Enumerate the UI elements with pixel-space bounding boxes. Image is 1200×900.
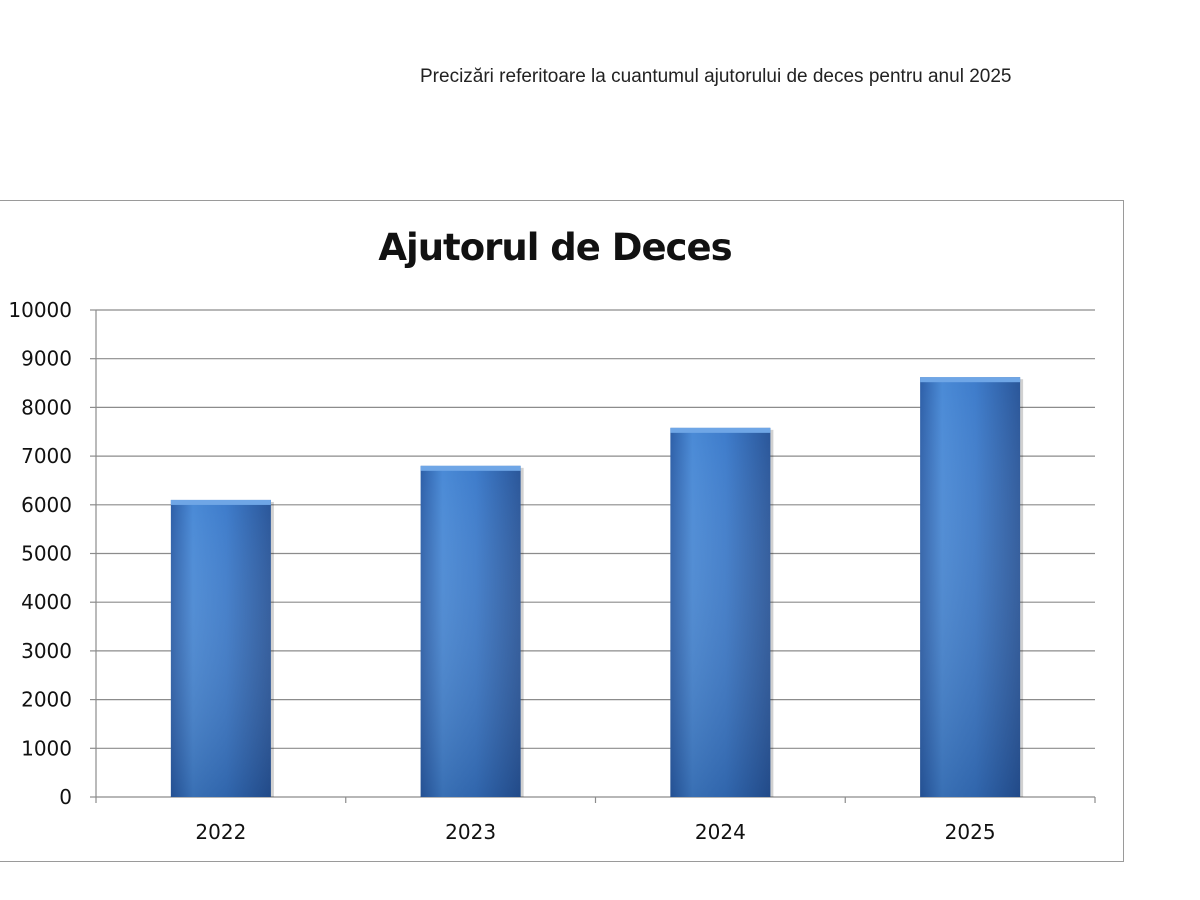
bar-shade: [420, 465, 521, 797]
bar-top-highlight: [920, 377, 1021, 383]
y-tick-label: 1000: [21, 736, 72, 760]
page-caption: Precizări referitoare la cuantumul ajuto…: [420, 66, 1012, 87]
y-tick-label: 3000: [21, 639, 72, 663]
x-axis-ticks: 2022 2023 2024 2025: [195, 820, 995, 844]
bar-2023: [420, 465, 524, 797]
bar-top-highlight: [670, 427, 771, 433]
y-tick-label: 8000: [21, 395, 72, 419]
bars: [170, 377, 1024, 797]
x-tick-label: 2024: [695, 820, 746, 844]
bar-2024: [670, 427, 774, 797]
bar-2025: [920, 377, 1024, 797]
y-tick-label: 6000: [21, 493, 72, 517]
y-tick-label: 9000: [21, 347, 72, 371]
bar-shade: [170, 499, 271, 797]
y-tick-label: 10000: [8, 298, 72, 322]
bar-top-highlight: [420, 465, 521, 471]
y-axis-ticks: 0 1000 2000 3000 4000 5000 6000 7000 8000 9000 100…: [8, 298, 72, 809]
bar-2022: [170, 499, 274, 797]
y-tick-label: 0: [59, 785, 72, 809]
bar-top-highlight: [170, 499, 271, 505]
bar-shade: [670, 427, 771, 797]
y-tick-label: 7000: [21, 444, 72, 468]
y-tick-label: 5000: [21, 542, 72, 566]
x-tick-label: 2025: [945, 820, 996, 844]
bar-shade: [920, 377, 1021, 797]
y-tick-label: 4000: [21, 590, 72, 614]
chart-title: Ajutorul de Deces: [378, 226, 732, 269]
x-tick-label: 2023: [445, 820, 496, 844]
x-tick-label: 2022: [195, 820, 246, 844]
y-tick-label: 2000: [21, 688, 72, 712]
